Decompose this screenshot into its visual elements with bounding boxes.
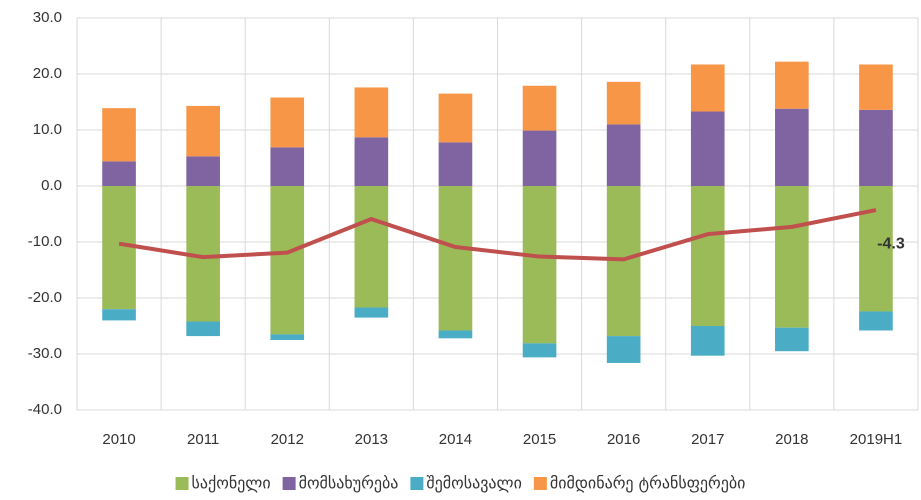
y-tick-label: -30.0 — [28, 345, 62, 362]
bar-segment — [102, 309, 136, 321]
bar-segment — [775, 108, 809, 186]
x-tick-label: 2011 — [187, 431, 219, 448]
bar-segment — [690, 186, 725, 326]
bar-segment — [606, 336, 641, 363]
bar-segment — [270, 186, 305, 335]
legend-swatch — [175, 477, 189, 490]
bar-segment — [438, 142, 473, 186]
bar-segment — [354, 307, 389, 318]
bar-segment — [354, 186, 389, 308]
line-series — [118, 208, 877, 262]
bar-segment — [186, 105, 220, 157]
bar-segment — [859, 109, 893, 186]
bar-segment — [186, 321, 220, 337]
legend-label: შემოსავალი — [426, 474, 521, 493]
bar-segment — [522, 130, 557, 186]
bar-segment — [270, 334, 305, 340]
x-tick-label: 2012 — [271, 431, 304, 448]
x-tick-label: 2013 — [355, 431, 388, 448]
x-tick-label: 2019H1 — [850, 431, 903, 448]
bar-segment — [102, 161, 136, 186]
x-tick-label: 2010 — [102, 431, 135, 448]
bar-segment — [438, 330, 473, 339]
legend-swatch — [282, 477, 296, 490]
bar-segment — [354, 87, 389, 138]
bar-segment — [690, 111, 725, 186]
bar-segment — [102, 108, 136, 162]
bar-segment — [354, 137, 389, 186]
bar-segment — [522, 186, 557, 344]
bar-segment — [859, 64, 893, 110]
x-tick-label: 2015 — [523, 431, 556, 448]
x-tick-label: 2016 — [607, 431, 640, 448]
y-tick-label: 20.0 — [33, 65, 62, 82]
bar-segment — [522, 85, 557, 131]
y-tick-label: -10.0 — [28, 233, 62, 250]
x-tick-label: 2018 — [775, 431, 808, 448]
legend-label: მომსახურება — [299, 474, 399, 493]
bar-segment — [186, 156, 220, 186]
bar-segment — [102, 186, 136, 310]
x-tick-label: 2017 — [691, 431, 724, 448]
y-tick-label: -20.0 — [28, 289, 62, 306]
legend-swatch — [410, 477, 424, 490]
legend-swatch — [533, 477, 547, 490]
y-tick-label: 0.0 — [41, 177, 62, 194]
bar-segment — [438, 93, 473, 143]
bar-segment — [775, 327, 809, 352]
bar-segment — [606, 81, 641, 125]
bar-segment — [270, 97, 305, 148]
y-tick-label: -40.0 — [28, 401, 62, 418]
bar-segment — [859, 311, 893, 331]
bar-segment — [690, 64, 725, 112]
data-label: -4.3 — [877, 235, 905, 252]
x-tick-label: 2014 — [439, 431, 472, 448]
bar-segment — [690, 326, 725, 356]
bar-segment — [775, 61, 809, 109]
y-tick-label: 10.0 — [33, 121, 62, 138]
bar-segment — [859, 186, 893, 312]
y-tick-label: 30.0 — [33, 9, 62, 26]
bar-segment — [270, 147, 305, 186]
bar-segment — [606, 124, 641, 186]
bar-segment — [438, 186, 473, 331]
legend-label: საქონელი — [192, 474, 271, 493]
legend-label: მიმდინარე ტრანსფერები — [550, 474, 746, 493]
bar-segment — [775, 186, 809, 328]
bar-segment — [522, 343, 557, 358]
